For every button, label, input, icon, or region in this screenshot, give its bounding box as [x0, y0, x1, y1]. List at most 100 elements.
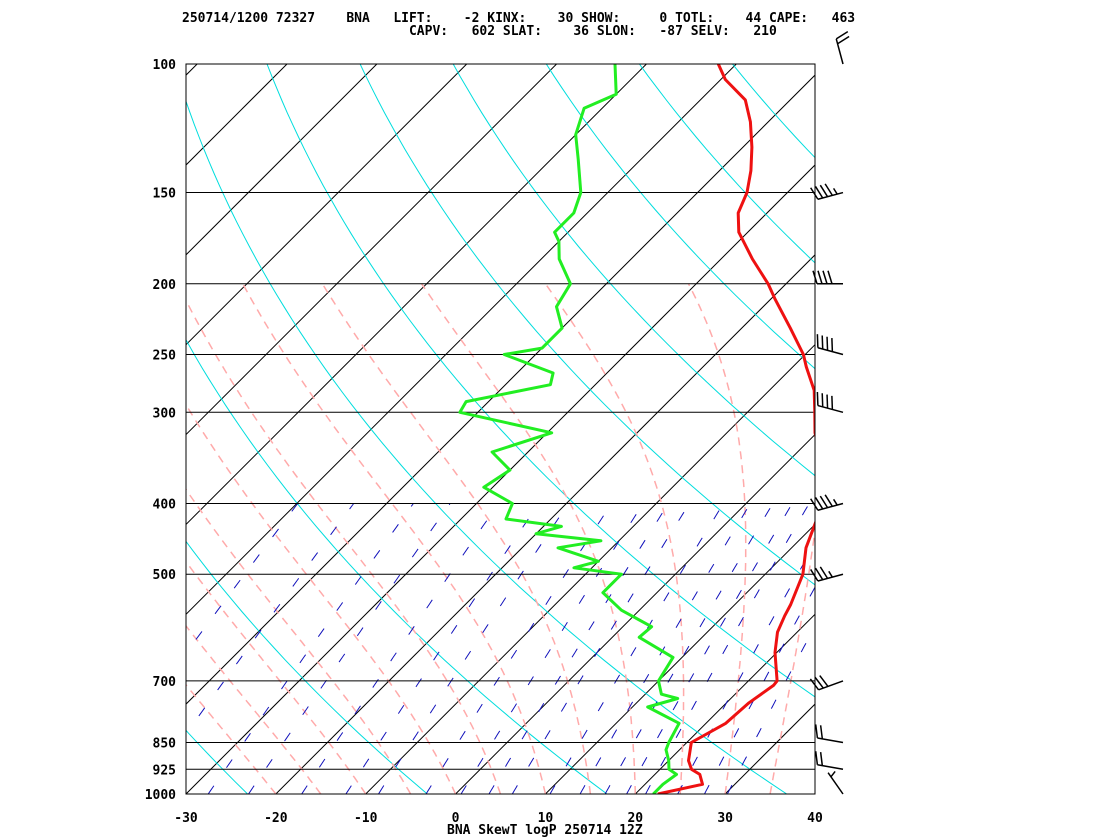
wind-barb-feather	[822, 270, 828, 284]
dewpoint-profile-line	[458, 64, 681, 794]
temperature-profile-line	[657, 64, 815, 794]
wind-barb-feather	[812, 270, 818, 284]
mixing-ratio-line	[207, 503, 414, 794]
moist-adiabat-line	[544, 283, 685, 794]
moist-adiabat-line	[186, 487, 412, 794]
wind-barb-feather	[809, 678, 820, 691]
isotherm-line	[0, 64, 17, 794]
mixing-ratio-line	[645, 503, 810, 794]
moist-adiabat-line	[321, 283, 592, 794]
header-line-2: CAPV: 602 SLAT: 36 SLON: -87 SELV: 210	[182, 24, 777, 39]
moist-adiabat-line	[186, 683, 277, 794]
wind-barb-staff	[817, 347, 844, 356]
mixing-ratio-line	[460, 503, 644, 794]
header-line-1: 250714/1200 72327 BNA LIFT: -2 KINX: 30 …	[182, 11, 855, 26]
wind-barb-feather	[824, 494, 834, 507]
isotherm-line	[814, 793, 815, 794]
dry-adiabat-line	[1105, 64, 1120, 794]
wind-barb-feather	[814, 751, 819, 765]
isotherm-line	[455, 433, 815, 794]
temperature-tick-label: -30	[174, 811, 198, 826]
wind-barb-feather	[814, 497, 824, 510]
pressure-tick-label: 100	[153, 58, 177, 73]
wind-barb	[827, 770, 844, 795]
wind-barb-feather	[810, 187, 819, 200]
wind-barb	[814, 751, 844, 771]
dry-adiabat-line	[186, 99, 787, 794]
wind-barb	[835, 31, 850, 65]
wind-barb-feather	[814, 724, 819, 739]
isotherm-line	[186, 164, 815, 794]
wind-barb	[809, 675, 844, 691]
isotherm-line	[724, 703, 815, 794]
temperature-tick-label: 10	[538, 811, 554, 826]
temperature-tick-label: 40	[807, 811, 823, 826]
wind-barb-staff	[818, 680, 844, 691]
dry-adiabat-line	[266, 64, 815, 698]
moist-adiabat-line	[186, 624, 322, 794]
wind-barb-column	[809, 31, 850, 795]
wind-barb-feather	[810, 569, 819, 582]
pressure-tick-label: 150	[153, 187, 177, 202]
chart-caption: BNA SkewT logP 250714 12Z	[447, 823, 643, 838]
mixing-ratio-line	[345, 503, 540, 794]
temperature-tick-label: -10	[354, 811, 378, 826]
wind-barb-feather	[819, 752, 824, 766]
moist-adiabat-line	[242, 283, 547, 794]
wind-barb-staff	[827, 772, 844, 795]
moist-adiabat-line	[186, 403, 457, 794]
wind-barb-feather	[810, 498, 819, 511]
moist-adiabat-line	[186, 560, 367, 794]
pressure-tick-label: 850	[153, 736, 177, 751]
pressure-tick-label: 200	[153, 278, 177, 293]
moist-adiabat-line	[186, 298, 502, 794]
dry-adiabat-line	[452, 64, 815, 477]
wind-barb	[810, 183, 844, 201]
mixing-ratio-line	[488, 503, 669, 794]
isotherm-line	[634, 613, 815, 794]
wind-barb	[816, 391, 844, 414]
wind-barb	[812, 270, 843, 285]
moist-adiabat-line	[420, 283, 637, 794]
wind-barb-feather	[827, 270, 833, 284]
moist-adiabat-line	[814, 790, 815, 794]
wind-barb-feather	[814, 676, 824, 689]
temperature-tick-label: 30	[717, 811, 733, 826]
pressure-axis-labels: 100 150 200 250 300 400 500 700 850 925 1000	[145, 58, 176, 803]
wind-barb-feather	[819, 725, 824, 739]
dry-adiabat-line	[186, 338, 608, 794]
temperature-axis-labels: -30 -20 -10 0 10 20 30 40	[174, 811, 823, 826]
wind-barb-feather	[819, 184, 829, 198]
wind-barb-half-feather	[832, 498, 838, 506]
wind-barb-feather	[819, 566, 829, 579]
isotherm-line	[186, 64, 647, 526]
pressure-tick-label: 925	[153, 763, 176, 778]
isotherm-line	[186, 64, 557, 436]
pressure-tick-label: 400	[153, 498, 177, 513]
wind-barb-staff	[817, 764, 844, 771]
pressure-tick-label: 1000	[145, 788, 176, 803]
moist-adiabat-line	[687, 283, 747, 794]
temperature-tick-label: -20	[264, 811, 288, 826]
wind-barb-feather	[824, 183, 834, 196]
isotherm-line	[0, 64, 107, 794]
isotherm-line	[186, 64, 378, 256]
wind-barb-feather	[814, 567, 824, 581]
wind-barb-half-feather	[830, 770, 836, 778]
wind-barb	[810, 566, 844, 582]
dry-adiabat-line	[638, 64, 815, 264]
moist-adiabat-line	[769, 524, 815, 794]
pressure-tick-label: 250	[153, 348, 177, 363]
mixing-ratio-line	[248, 503, 451, 794]
temperature-tick-label: 20	[627, 811, 643, 826]
wind-barb-half-feather	[828, 570, 834, 578]
wind-barb	[810, 494, 844, 511]
wind-barb	[816, 334, 844, 356]
isotherm-line	[186, 74, 815, 705]
wind-barb-feather	[814, 186, 824, 199]
dry-adiabat-line	[186, 729, 248, 794]
wind-barb-feather	[817, 270, 823, 284]
dry-adiabat-line	[545, 64, 815, 370]
plot-frame	[185, 63, 816, 795]
